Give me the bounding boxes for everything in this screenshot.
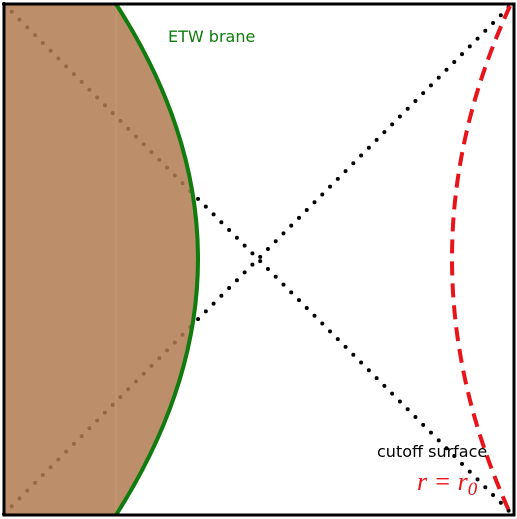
cutoff-label: cutoff surface — [377, 442, 487, 461]
radius-main: r = r — [417, 467, 469, 496]
brane-label: ETW brane — [168, 27, 255, 46]
etw-brane — [114, 2, 200, 517]
cutoff-surface — [450, 5, 512, 514]
radius-subscript: 0 — [468, 479, 478, 500]
radius-label: r = r0 — [417, 467, 478, 500]
bulk-region — [4, 4, 198, 515]
